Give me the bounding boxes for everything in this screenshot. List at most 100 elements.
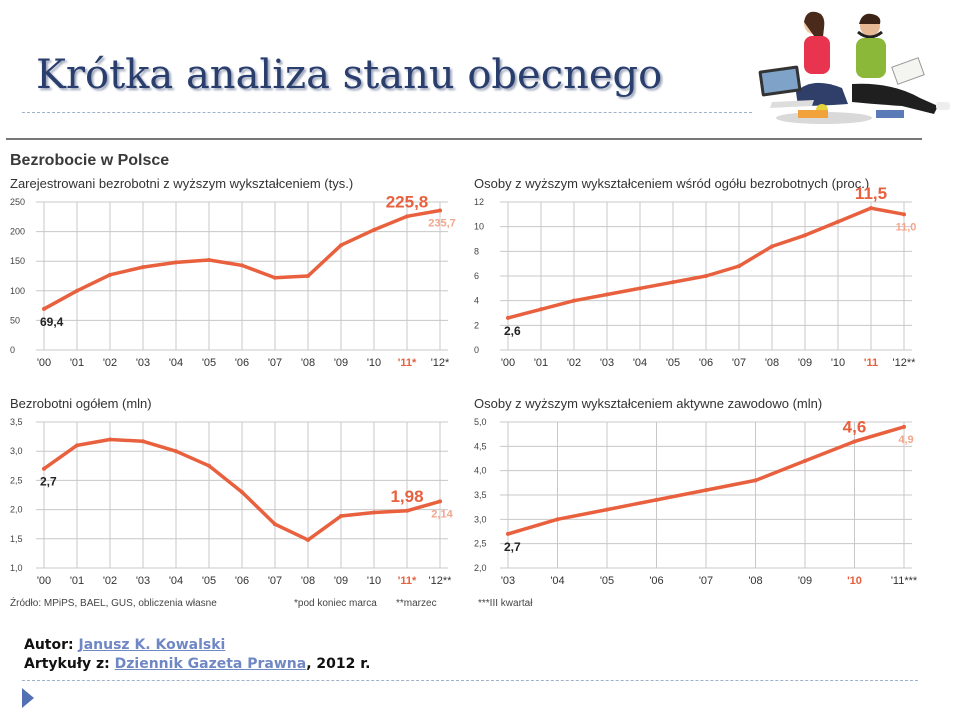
x-tick-label: '04	[550, 575, 564, 587]
y-tick-label: 250	[10, 197, 25, 207]
footnote-march: **marzec	[396, 598, 437, 609]
data-point	[902, 424, 906, 429]
y-tick-label: 6	[474, 271, 479, 281]
y-tick-label: 2,0	[474, 563, 487, 573]
data-point	[273, 522, 277, 527]
data-point	[803, 233, 807, 238]
x-tick-label: '08	[765, 357, 779, 369]
y-tick-label: 3,5	[474, 490, 487, 500]
student-girl	[758, 11, 872, 124]
source-link[interactable]: Dziennik Gazeta Prawna	[114, 656, 307, 672]
y-tick-label: 12	[474, 197, 484, 207]
x-tick-label: '07	[268, 575, 282, 587]
y-tick-label: 100	[10, 286, 25, 296]
x-tick-label: '06	[235, 357, 249, 369]
y-tick-label: 2,0	[10, 505, 23, 515]
data-point	[555, 517, 560, 522]
data-point	[671, 280, 675, 285]
chart-svg: Osoby z wyższym wykształceniem wśród ogó…	[474, 176, 917, 369]
next-slide-arrow-icon[interactable]	[22, 688, 34, 708]
x-tick-label: '04	[633, 357, 647, 369]
x-tick-label: '11	[864, 357, 878, 369]
data-point	[207, 258, 211, 263]
x-tick-label: '12*	[431, 357, 450, 369]
data-label: 69,4	[40, 315, 64, 329]
data-label: 225,8	[386, 192, 429, 211]
data-point	[605, 507, 609, 512]
source-suffix: , 2012 r.	[306, 656, 371, 672]
x-tick-label: '08	[301, 357, 315, 369]
data-point	[506, 315, 510, 320]
author-link[interactable]: Janusz K. Kowalski	[78, 637, 226, 653]
data-point	[869, 206, 873, 211]
author-line: Autor: Janusz K. Kowalski	[24, 636, 370, 655]
y-tick-label: 10	[474, 222, 484, 232]
y-tick-label: 0	[474, 345, 479, 355]
x-tick-label: '11***	[891, 575, 918, 587]
x-tick-label: '07	[732, 357, 746, 369]
data-point	[654, 497, 659, 502]
x-tick-label: '10	[367, 357, 381, 369]
x-tick-label: '05	[666, 357, 680, 369]
chart-svg: Zarejestrowani bezrobotni z wyższym wyks…	[10, 176, 456, 369]
data-point	[108, 272, 112, 277]
data-point	[207, 463, 211, 468]
data-point	[306, 537, 310, 542]
x-tick-label: '04	[169, 357, 183, 369]
x-tick-label: '03	[600, 357, 614, 369]
data-point	[339, 514, 343, 519]
data-label: 2,6	[504, 324, 521, 338]
data-point	[438, 499, 442, 504]
x-tick-label: '07	[268, 357, 282, 369]
x-tick-label: '11*	[398, 357, 417, 369]
data-point	[836, 219, 840, 224]
data-point	[539, 307, 543, 312]
x-tick-label: '06	[235, 575, 249, 587]
data-point	[108, 437, 112, 442]
x-tick-label: '02	[103, 575, 117, 587]
y-tick-label: 4,5	[474, 441, 487, 451]
x-tick-label: '03	[501, 575, 515, 587]
x-tick-label: '05	[202, 357, 216, 369]
students-illustration	[758, 11, 950, 124]
y-tick-label: 150	[10, 256, 25, 266]
x-tick-label: '02	[103, 357, 117, 369]
y-tick-label: 4	[474, 296, 479, 306]
x-tick-label: '09	[334, 575, 348, 587]
chart-svg: Bezrobotni ogółem (mln) 1,0 1,5 2,0 2,5 3,0 3,…	[10, 396, 454, 587]
data-point	[572, 298, 576, 303]
data-point	[405, 508, 409, 513]
y-tick-label: 1,5	[10, 534, 23, 544]
x-tick-label: '09	[798, 575, 812, 587]
data-label: 4,6	[843, 417, 867, 436]
y-tick-label: 4,0	[474, 466, 487, 476]
y-tick-label: 8	[474, 246, 479, 256]
x-tick-label: '05	[202, 575, 216, 587]
data-point	[42, 466, 46, 471]
chart-total-unemployed: Bezrobotni ogółem (mln) 1,0 1,5 2,0 2,5 3,0 3,…	[6, 396, 462, 594]
credits: Autor: Janusz K. Kowalski Artykuły z: Dz…	[24, 636, 370, 674]
x-tick-label: '11*	[398, 575, 417, 587]
x-tick-label: '10	[847, 575, 862, 587]
data-point	[438, 208, 442, 213]
x-tick-label: '01	[70, 575, 84, 587]
y-tick-label: 3,0	[474, 514, 487, 524]
x-tick-label: '12**	[893, 357, 917, 369]
x-tick-label: '06	[649, 575, 663, 587]
x-tick-label: '01	[70, 357, 84, 369]
data-point	[174, 260, 178, 265]
data-label: 1,98	[390, 487, 423, 506]
y-tick-label: 200	[10, 227, 25, 237]
data-point	[306, 274, 310, 278]
x-tick-label: '12**	[429, 575, 453, 587]
x-tick-label: '09	[334, 357, 348, 369]
x-tick-label: '03	[136, 357, 150, 369]
x-tick-label: '00	[37, 357, 51, 369]
data-point	[42, 306, 46, 311]
slide-title: Krótka analiza stanu obecnego	[36, 52, 663, 98]
data-label: 11,5	[855, 184, 887, 203]
y-tick-label: 5,0	[474, 417, 487, 427]
infographic-top-rule	[6, 138, 922, 140]
data-point	[753, 478, 758, 483]
data-point	[852, 439, 857, 444]
